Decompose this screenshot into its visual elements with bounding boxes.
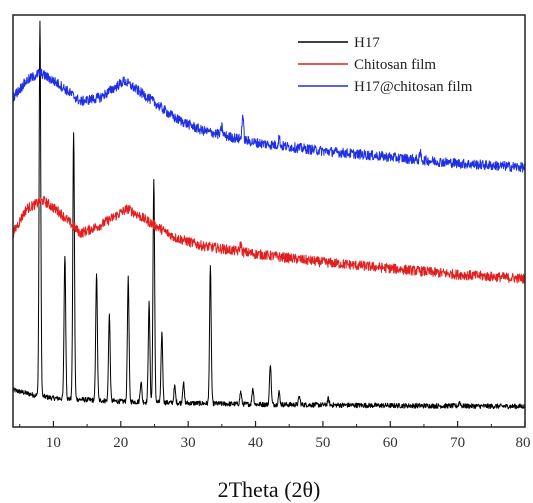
series-line-h17-chitosan-film	[13, 68, 525, 173]
x-tick-label: 10	[46, 435, 61, 451]
x-axis-title: 2Theta (2θ)	[218, 477, 321, 502]
x-tick-label: 30	[181, 435, 196, 451]
x-axis-ticks: 10 20 30 40 50 60 70 80	[19, 421, 531, 451]
legend: H17 Chitosan film H17@chitosan film	[298, 35, 473, 95]
legend-label-chitosan-film: Chitosan film	[354, 57, 436, 73]
plot-frame	[12, 14, 526, 428]
legend-label-h17-chitosan-film: H17@chitosan film	[354, 79, 473, 95]
x-tick-label: 80	[516, 435, 531, 451]
plot-area	[13, 20, 525, 410]
x-tick-label: 70	[450, 435, 465, 451]
legend-label-h17: H17	[354, 35, 380, 51]
x-tick-label: 60	[383, 435, 398, 451]
series-line-chitosan-film	[13, 195, 525, 284]
x-tick-label: 40	[248, 435, 263, 451]
x-tick-label: 20	[113, 435, 128, 451]
x-tick-label: 50	[315, 435, 330, 451]
series-line-h17	[13, 20, 525, 410]
series-group	[13, 20, 525, 410]
